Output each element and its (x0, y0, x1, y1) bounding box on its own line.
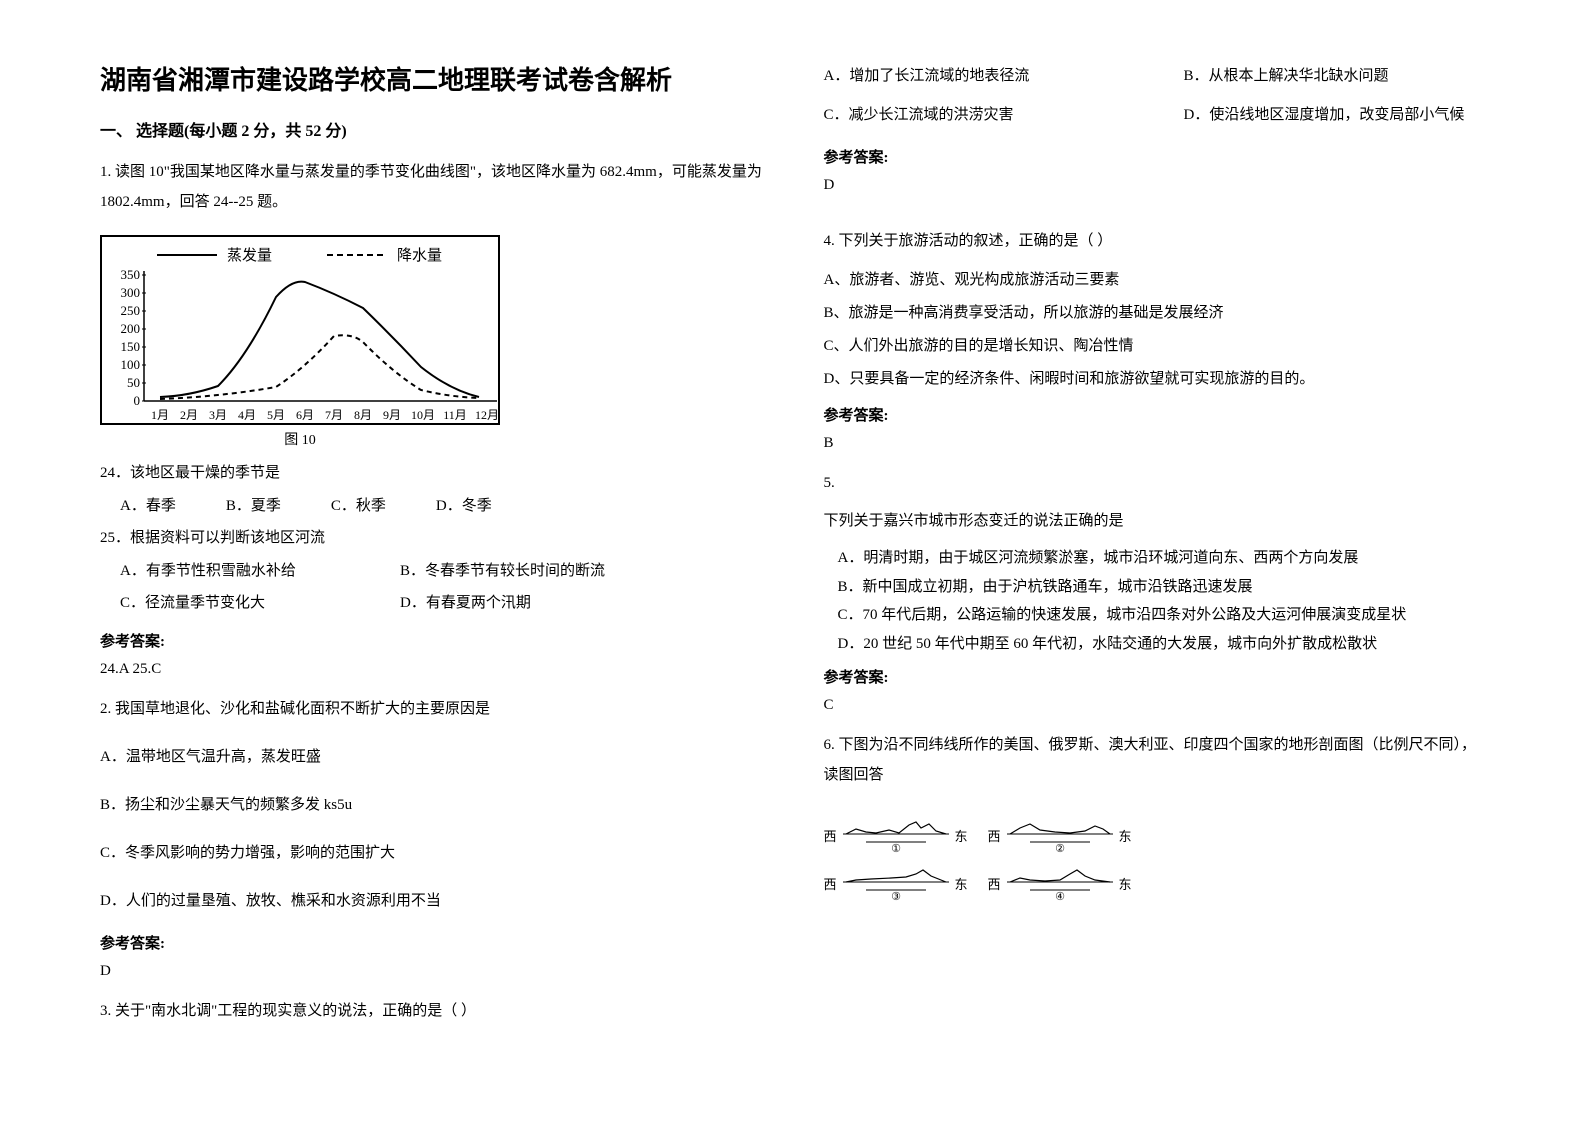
svg-text:③: ③ (891, 891, 901, 902)
q2-opt-d: D．人们的过量垦殖、放牧、樵采和水资源利用不当 (100, 886, 764, 916)
legend-evap: 蒸发量 (227, 247, 272, 264)
q1-answer-label: 参考答案: (100, 630, 764, 651)
q4-text: 4. 下列关于旅游活动的叙述，正确的是（ ） (824, 226, 1488, 256)
q4-opt-a: A、旅游者、游览、观光构成旅游活动三要素 (824, 264, 1488, 297)
q4-answer: B (824, 435, 1488, 452)
q3-row1: A．增加了长江流域的地表径流 B．从根本上解决华北缺水问题 (824, 60, 1488, 93)
q4-opt-b: B、旅游是一种高消费享受活动，所以旅游的基础是发展经济 (824, 297, 1488, 330)
q2-text: 2. 我国草地退化、沙化和盐碱化面积不断扩大的主要原因是 (100, 694, 764, 724)
left-column: 湖南省湘潭市建设路学校高二地理联考试卷含解析 一、 选择题(每小题 2 分，共 … (100, 60, 764, 1062)
svg-text:9月: 9月 (383, 408, 401, 422)
opt-d: D．冬季 (436, 492, 492, 521)
q1-sub24: 24．该地区最干燥的季节是 (100, 459, 764, 488)
east-label: 东 (1119, 826, 1132, 845)
opt-c: C．秋季 (331, 492, 386, 521)
opt-d: D．有春夏两个汛期 (400, 589, 531, 618)
q3-answer-label: 参考答案: (824, 146, 1488, 167)
svg-text:7月: 7月 (325, 408, 343, 422)
q5-num: 5. (824, 468, 1488, 498)
svg-text:200: 200 (121, 321, 141, 336)
q2-opt-a: A．温带地区气温升高，蒸发旺盛 (100, 742, 764, 772)
svg-text:11月: 11月 (443, 408, 467, 422)
q1-answer: 24.A 25.C (100, 661, 764, 678)
q6-profiles: 西 ① 东 西 ② 东 (824, 816, 1144, 912)
profile-3: 西 ③ 东 (824, 864, 968, 902)
opt-a: A．有季节性积雪融水补给 (120, 557, 400, 586)
section-1-header: 一、 选择题(每小题 2 分，共 52 分) (100, 117, 764, 141)
legend-precip: 降水量 (397, 247, 442, 264)
q6-text: 6. 下图为沿不同纬线所作的美国、俄罗斯、澳大利亚、印度四个国家的地形剖面图（比… (824, 730, 1488, 790)
q4-opt-d: D、只要具备一定的经济条件、闲暇时间和旅游欲望就可实现旅游的目的。 (824, 363, 1488, 396)
svg-text:350: 350 (121, 267, 141, 282)
q5-opt-b: B．新中国成立初期，由于沪杭铁路通车，城市沿铁路迅速发展 (824, 573, 1488, 602)
q5-opt-a: A．明清时期，由于城区河流频繁淤塞，城市沿环城河道向东、西两个方向发展 (824, 544, 1488, 573)
svg-text:100: 100 (121, 357, 141, 372)
east-label: 东 (955, 874, 968, 893)
q4-opt-c: C、人们外出旅游的目的是增长知识、陶冶性情 (824, 330, 1488, 363)
west-label: 西 (988, 874, 1001, 893)
opt-a: A．增加了长江流域的地表径流 (824, 60, 1184, 93)
q2-answer-label: 参考答案: (100, 932, 764, 953)
svg-text:5月: 5月 (267, 408, 285, 422)
q1-sub25-row2: C．径流量季节变化大 D．有春夏两个汛期 (100, 589, 764, 618)
q1-sub25: 25．根据资料可以判断该地区河流 (100, 524, 764, 553)
q5-opt-c: C．70 年代后期，公路运输的快速发展，城市沿四条对外公路及大运河伸展演变成星状 (824, 601, 1488, 630)
svg-text:2月: 2月 (180, 408, 198, 422)
q2-opt-c: C．冬季风影响的势力增强，影响的范围扩大 (100, 838, 764, 868)
svg-text:①: ① (891, 843, 901, 854)
opt-c: C．径流量季节变化大 (120, 589, 400, 618)
svg-text:300: 300 (121, 285, 141, 300)
q2-opt-b: B．扬尘和沙尘暴天气的频繁多发 ks5u (100, 790, 764, 820)
profile-4: 西 ④ 东 (988, 864, 1132, 902)
q1-sub25-row1: A．有季节性积雪融水补给 B．冬春季节有较长时间的断流 (100, 557, 764, 586)
west-label: 西 (824, 826, 837, 845)
q5-answer: C (824, 697, 1488, 714)
q1-text: 1. 读图 10"我国某地区降水量与蒸发量的季节变化曲线图"，该地区降水量为 6… (100, 157, 764, 217)
opt-b: B．夏季 (226, 492, 281, 521)
svg-text:3月: 3月 (209, 408, 227, 422)
q2-answer: D (100, 963, 764, 980)
svg-text:250: 250 (121, 303, 141, 318)
exam-title: 湖南省湘潭市建设路学校高二地理联考试卷含解析 (100, 60, 764, 97)
right-column: A．增加了长江流域的地表径流 B．从根本上解决华北缺水问题 C．减少长江流域的洪… (824, 60, 1488, 1062)
q3-text: 3. 关于"南水北调"工程的现实意义的说法，正确的是（ ） (100, 996, 764, 1026)
svg-text:4月: 4月 (238, 408, 256, 422)
q5-opt-d: D．20 世纪 50 年代中期至 60 年代初，水陆交通的大发展，城市向外扩散成… (824, 630, 1488, 659)
q5-answer-label: 参考答案: (824, 666, 1488, 687)
svg-text:6月: 6月 (296, 408, 314, 422)
east-label: 东 (955, 826, 968, 845)
q1-sub24-options: A．春季 B．夏季 C．秋季 D．冬季 (100, 492, 764, 521)
opt-c: C．减少长江流域的洪涝灾害 (824, 99, 1184, 132)
q3-row2: C．减少长江流域的洪涝灾害 D．使沿线地区湿度增加，改变局部小气候 (824, 99, 1488, 132)
svg-text:150: 150 (121, 339, 141, 354)
q5-text: 下列关于嘉兴市城市形态变迁的说法正确的是 (824, 506, 1488, 536)
q3-answer: D (824, 177, 1488, 194)
profile-1: 西 ① 东 (824, 816, 968, 854)
svg-text:④: ④ (1055, 891, 1065, 902)
west-label: 西 (824, 874, 837, 893)
profile-2: 西 ② 东 (988, 816, 1132, 854)
svg-text:②: ② (1055, 843, 1065, 854)
opt-a: A．春季 (120, 492, 176, 521)
svg-text:8月: 8月 (354, 408, 372, 422)
svg-text:1月: 1月 (151, 408, 169, 422)
q1-chart-caption: 图 10 (100, 429, 500, 449)
svg-text:50: 50 (127, 375, 140, 390)
opt-b: B．冬春季节有较长时间的断流 (400, 557, 605, 586)
opt-d: D．使沿线地区湿度增加，改变局部小气候 (1184, 99, 1465, 132)
q4-answer-label: 参考答案: (824, 404, 1488, 425)
west-label: 西 (988, 826, 1001, 845)
q1-chart: 蒸发量 降水量 0 50 100 150 200 250 300 350 (100, 235, 500, 425)
svg-text:10月: 10月 (411, 408, 435, 422)
east-label: 东 (1119, 874, 1132, 893)
svg-text:0: 0 (134, 393, 141, 408)
opt-b: B．从根本上解决华北缺水问题 (1184, 60, 1389, 93)
svg-text:12月: 12月 (475, 408, 499, 422)
